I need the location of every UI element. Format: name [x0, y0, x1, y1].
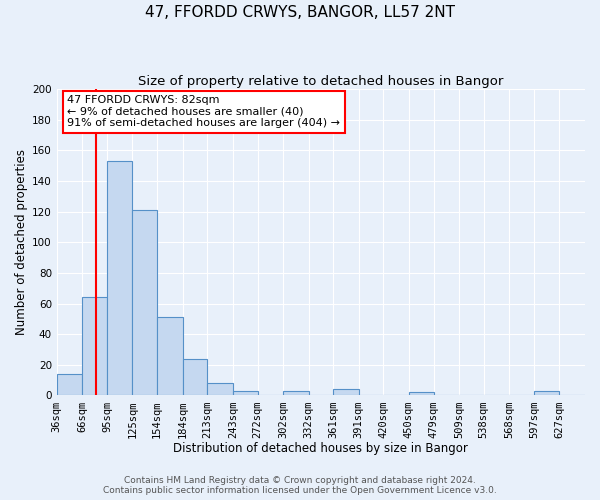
Bar — [182, 358, 208, 396]
Bar — [107, 161, 133, 396]
Text: 47, FFORDD CRWYS, BANGOR, LL57 2NT: 47, FFORDD CRWYS, BANGOR, LL57 2NT — [145, 5, 455, 20]
Text: 47 FFORDD CRWYS: 82sqm
← 9% of detached houses are smaller (40)
91% of semi-deta: 47 FFORDD CRWYS: 82sqm ← 9% of detached … — [67, 96, 340, 128]
Title: Size of property relative to detached houses in Bangor: Size of property relative to detached ho… — [138, 75, 503, 88]
X-axis label: Distribution of detached houses by size in Bangor: Distribution of detached houses by size … — [173, 442, 469, 455]
Y-axis label: Number of detached properties: Number of detached properties — [15, 150, 28, 336]
Text: Contains HM Land Registry data © Crown copyright and database right 2024.
Contai: Contains HM Land Registry data © Crown c… — [103, 476, 497, 495]
Bar — [534, 391, 559, 396]
Bar — [157, 318, 182, 396]
Bar — [208, 383, 233, 396]
Bar — [283, 391, 308, 396]
Bar — [333, 390, 359, 396]
Bar — [57, 374, 82, 396]
Bar — [409, 392, 434, 396]
Bar — [133, 210, 157, 396]
Bar — [82, 298, 107, 396]
Bar — [233, 391, 257, 396]
